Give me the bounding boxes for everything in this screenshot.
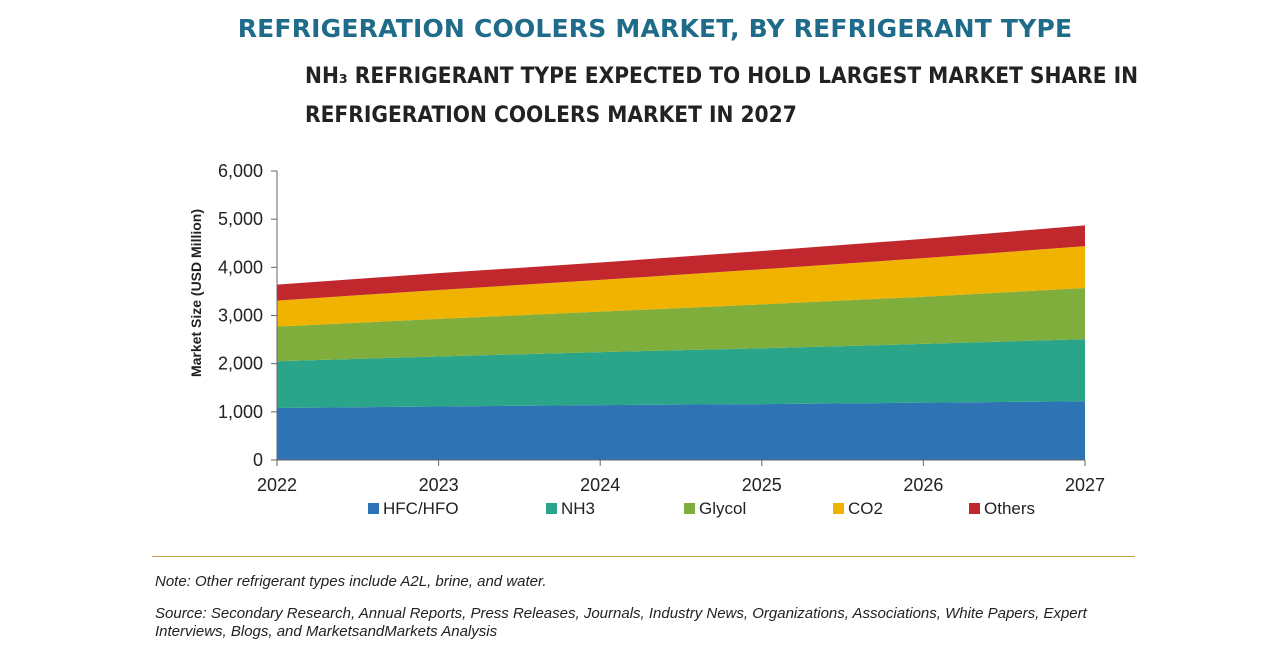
legend-label-co2: CO2	[848, 499, 883, 518]
legend-label-hfc-hfo: HFC/HFO	[383, 499, 459, 518]
area-nh3	[277, 339, 1085, 408]
x-tick-label: 2027	[1065, 475, 1105, 495]
y-tick-label: 2,000	[218, 354, 263, 374]
area-others	[277, 225, 1085, 301]
area-glycol	[277, 288, 1085, 362]
area-series-group	[277, 225, 1085, 460]
y-tick-label: 1,000	[218, 402, 263, 422]
chart-subtitle-line2: REFRIGERATION COOLERS MARKET IN 2027	[305, 103, 797, 128]
legend-label-glycol: Glycol	[699, 499, 746, 518]
y-tick-label: 4,000	[218, 257, 263, 277]
y-tick-label: 5,000	[218, 209, 263, 229]
x-tick-label: 2024	[580, 475, 620, 495]
legend-swatch-glycol	[684, 503, 695, 514]
footer-source: Source: Secondary Research, Annual Repor…	[155, 605, 1087, 640]
legend-swatch-hfc-hfo	[368, 503, 379, 514]
y-tick-label: 6,000	[218, 161, 263, 181]
y-tick-label: 0	[253, 450, 263, 470]
chart-subtitle-line1: NH₃ REFRIGERANT TYPE EXPECTED TO HOLD LA…	[305, 64, 1139, 89]
legend: HFC/HFO NH3 Glycol CO2 Others	[368, 499, 1035, 518]
legend-swatch-nh3	[546, 503, 557, 514]
chart-title: REFRIGERATION COOLERS MARKET, BY REFRIGE…	[237, 14, 1073, 43]
legend-swatch-others	[969, 503, 980, 514]
axes-group: 0 1,000 2,000 3,000 4,000 5,000 6,000 2022 2023 2…	[218, 161, 1105, 495]
legend-label-nh3: NH3	[561, 499, 595, 518]
x-tick-label: 2025	[742, 475, 782, 495]
footer-note: Note: Other refrigerant types include A2…	[155, 573, 547, 590]
x-tick-label: 2026	[903, 475, 943, 495]
y-tick-label: 3,000	[218, 306, 263, 326]
area-co2	[277, 246, 1085, 327]
area-hfc-hfo	[277, 401, 1085, 460]
footer-divider	[152, 556, 1135, 557]
legend-swatch-co2	[833, 503, 844, 514]
stacked-area-chart: 0 1,000 2,000 3,000 4,000 5,000 6,000 2022 2023 2…	[188, 161, 1105, 518]
x-tick-label: 2022	[257, 475, 297, 495]
legend-label-others: Others	[984, 499, 1035, 518]
x-tick-label: 2023	[419, 475, 459, 495]
y-axis-label: Market Size (USD Million)	[188, 209, 204, 377]
